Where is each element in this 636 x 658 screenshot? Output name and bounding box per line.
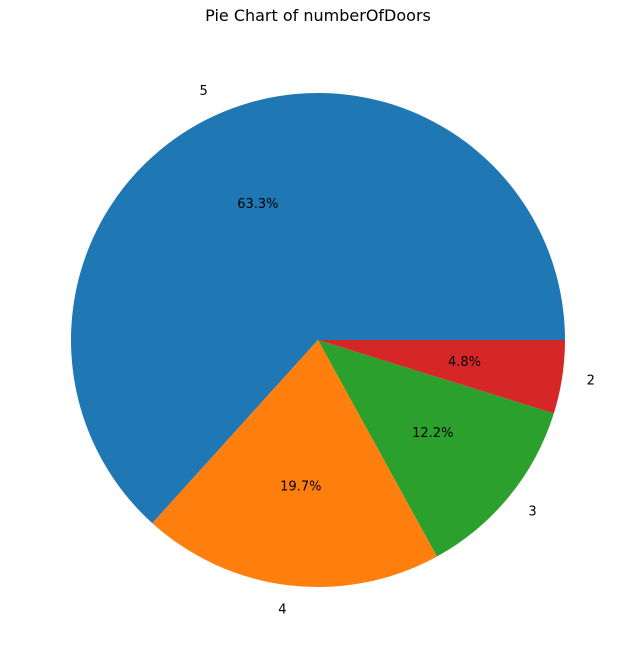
pie-pct-label-4: 19.7% bbox=[280, 480, 321, 495]
pie-pct-label-3: 12.2% bbox=[412, 426, 453, 441]
pie-slice-4 bbox=[152, 340, 437, 588]
chart-title: Pie Chart of numberOfDoors bbox=[205, 6, 431, 25]
pie-pct-label-2: 4.8% bbox=[448, 355, 481, 370]
pie-category-label-4: 4 bbox=[278, 602, 286, 617]
pie-slice-5 bbox=[71, 92, 566, 524]
pie-slice-2 bbox=[318, 340, 565, 414]
pie-category-label-5: 5 bbox=[199, 84, 207, 99]
pie-pct-label-5: 63.3% bbox=[237, 197, 278, 212]
pie-category-label-3: 3 bbox=[528, 504, 536, 519]
pie-category-label-2: 2 bbox=[587, 373, 595, 388]
pie-slice-3 bbox=[318, 340, 554, 557]
